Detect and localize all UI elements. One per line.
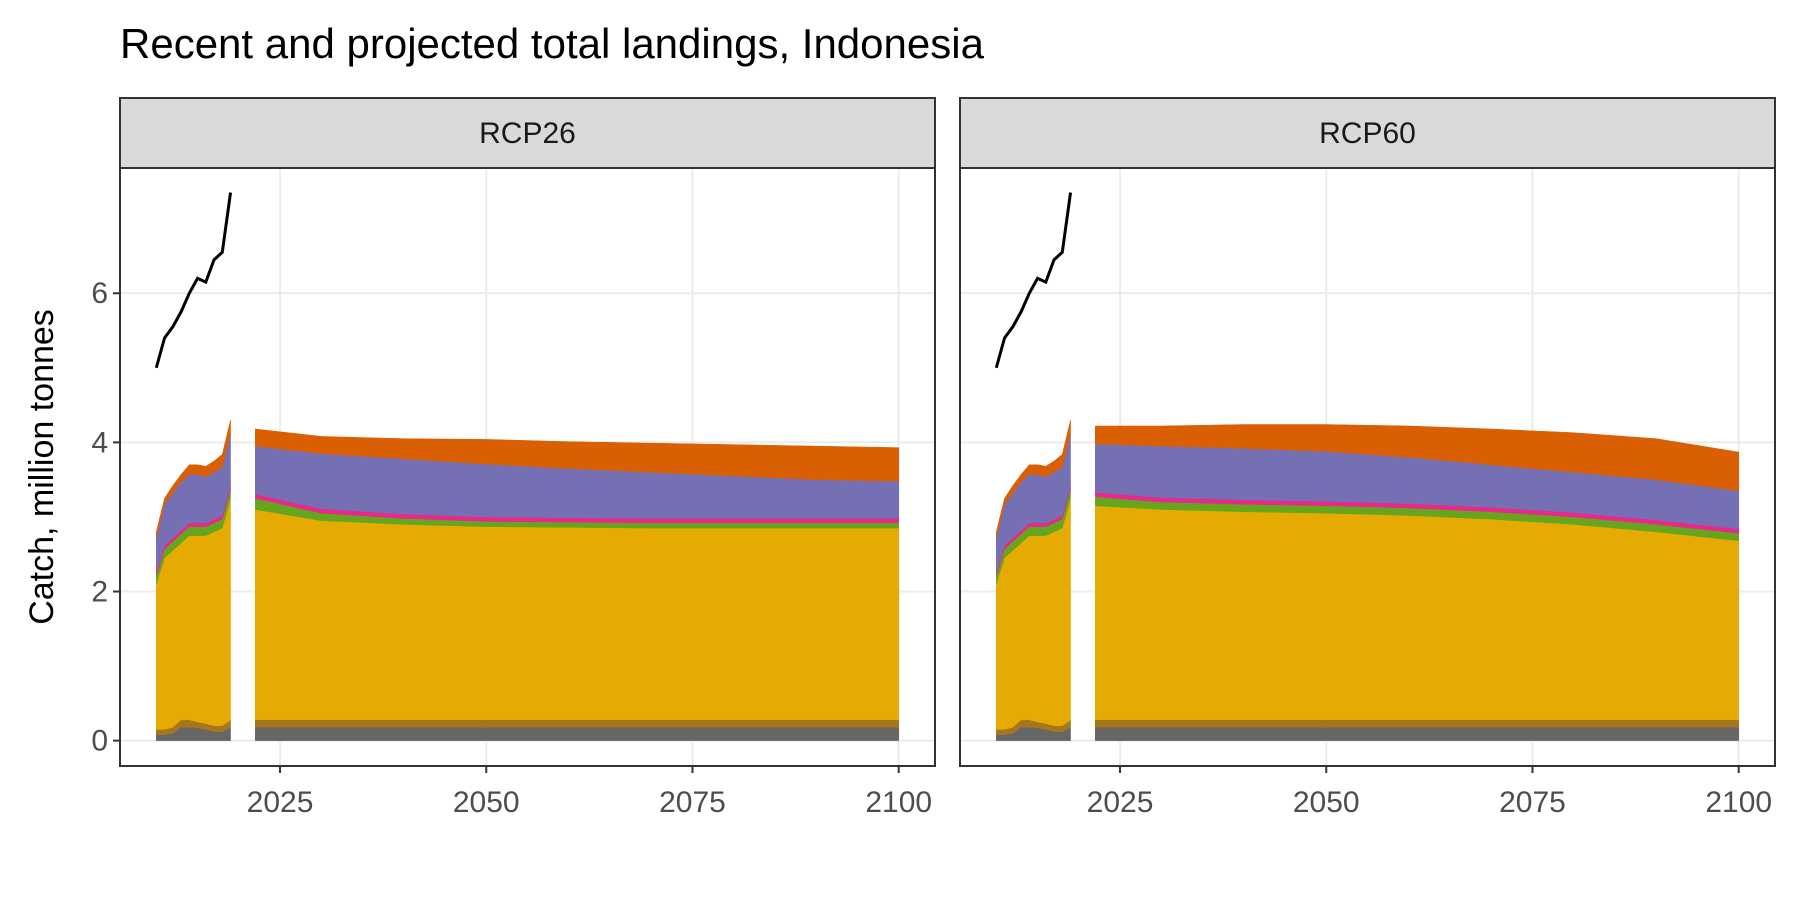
area-segment bbox=[996, 419, 1071, 538]
strip bbox=[119, 97, 936, 169]
area-segment bbox=[255, 726, 899, 741]
area-segment bbox=[255, 509, 899, 721]
line bbox=[994, 192, 1073, 369]
x-tick-label: 2100 bbox=[1705, 786, 1772, 819]
area-segment bbox=[1095, 424, 1739, 492]
x-tick-label: 2025 bbox=[247, 786, 314, 819]
area-segment bbox=[255, 428, 899, 482]
area-segment bbox=[1095, 726, 1739, 741]
area-segment bbox=[156, 419, 231, 538]
chart-title: Recent and projected total landings, Ind… bbox=[120, 20, 985, 67]
x-tick-label: 2075 bbox=[659, 786, 726, 819]
y-tick-label: 0 bbox=[91, 725, 108, 758]
x-tick-label: 2100 bbox=[865, 786, 932, 819]
x-tick-label: 2025 bbox=[1087, 786, 1154, 819]
strip-label: RCP26 bbox=[479, 117, 576, 150]
area-segment bbox=[1095, 505, 1739, 721]
strip bbox=[959, 97, 1776, 169]
y-tick-label: 2 bbox=[91, 575, 108, 608]
y-tick-label: 6 bbox=[91, 277, 108, 310]
x-tick-label: 2050 bbox=[453, 786, 520, 819]
x-tick-label: 2050 bbox=[1293, 786, 1360, 819]
strip-label: RCP60 bbox=[1319, 117, 1416, 150]
area-segment bbox=[255, 719, 899, 728]
y-axis-label: Catch, million tonnes bbox=[23, 309, 61, 625]
y-tick-label: 4 bbox=[91, 426, 108, 459]
line bbox=[154, 192, 233, 369]
area-segment bbox=[1095, 719, 1739, 728]
x-tick-label: 2075 bbox=[1499, 786, 1566, 819]
